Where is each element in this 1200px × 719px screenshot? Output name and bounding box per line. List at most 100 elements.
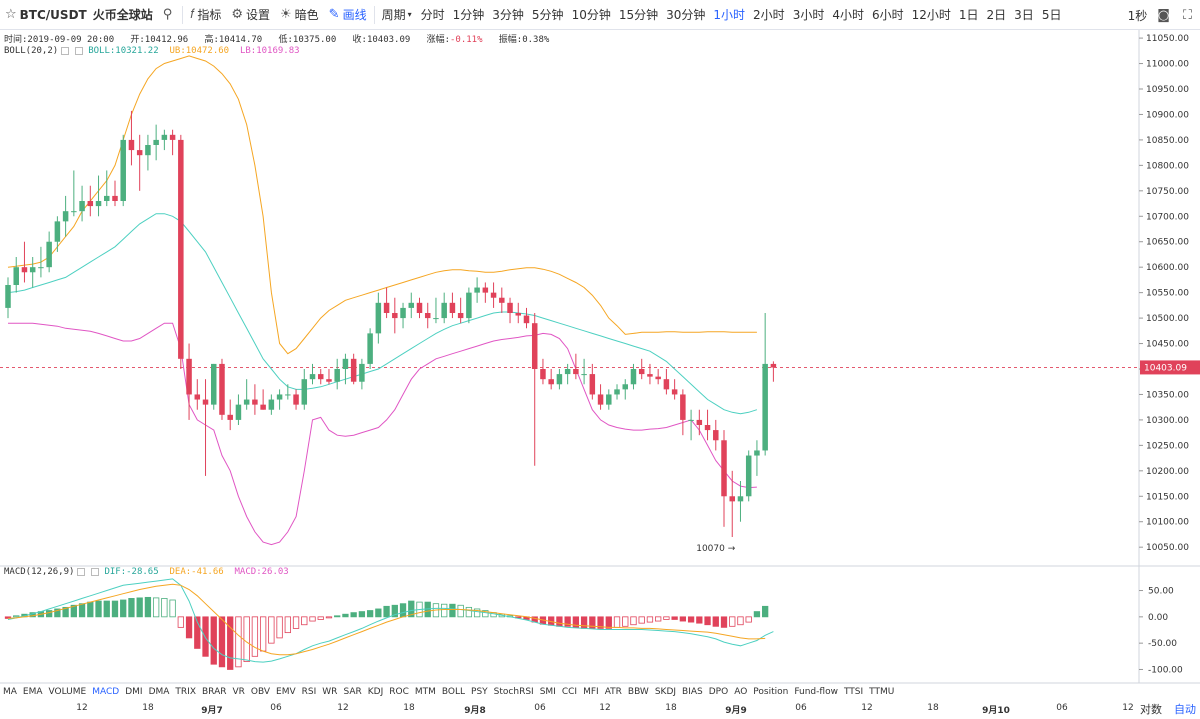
- macd-bar: [671, 616, 678, 620]
- indicator-tab-wr[interactable]: WR: [322, 687, 338, 697]
- indicator-tab-volume[interactable]: VOLUME: [48, 687, 87, 697]
- settings-button[interactable]: ⚙ 设置: [226, 0, 275, 30]
- boll-ub-value: UB:10472.60: [169, 46, 230, 56]
- indicator-tab-cci[interactable]: CCI: [561, 687, 578, 697]
- search-button[interactable]: ⚲: [158, 0, 181, 30]
- indicator-tab-brar[interactable]: BRAR: [202, 687, 227, 697]
- price-tick-label: 10850.00: [1146, 136, 1189, 146]
- indicator-tab-mfi[interactable]: MFI: [583, 687, 599, 697]
- candle-body: [309, 374, 316, 380]
- fullscreen-button[interactable]: ⛶: [1178, 0, 1200, 30]
- indicator-tab-emv[interactable]: EMV: [276, 687, 296, 697]
- indicator-tab-roc[interactable]: ROC: [389, 687, 409, 697]
- chart-canvas[interactable]: 10050.00 10100.00 10150.00 10200.00 10250.00…: [0, 30, 1200, 719]
- indicator-tab-skdj[interactable]: SKDJ: [654, 687, 677, 697]
- indicator-tab-ao[interactable]: AO: [734, 687, 748, 697]
- candle-body: [507, 302, 513, 313]
- eye-icon[interactable]: [77, 568, 86, 576]
- macd-dif-line: [7, 578, 774, 663]
- indicator-tab-stochrsi[interactable]: StochRSI: [493, 687, 534, 697]
- boll-mid-value: BOLL:10321.22: [88, 46, 159, 56]
- indicator-tab-trix[interactable]: TRIX: [175, 687, 196, 697]
- macd-bar: [408, 600, 415, 618]
- indicator-tab-dma[interactable]: DMA: [148, 687, 170, 697]
- macd-bar: [152, 597, 160, 618]
- period-8[interactable]: 2小时: [753, 8, 785, 22]
- symbol-selector[interactable]: ☆ BTC/USDT 火币全球站: [0, 0, 158, 30]
- indicator-tab-kdj[interactable]: KDJ: [367, 687, 384, 697]
- divider: [373, 5, 375, 24]
- candle-body: [95, 201, 102, 207]
- indicator-tab-boll[interactable]: BOLL: [441, 687, 466, 697]
- period-5[interactable]: 15分钟: [618, 8, 659, 22]
- period-14[interactable]: 2日: [986, 8, 1007, 22]
- period-3[interactable]: 5分钟: [531, 8, 564, 22]
- indicator-tab-position[interactable]: Position: [753, 687, 789, 697]
- amplitude-label: 振幅:0.38%: [498, 35, 550, 45]
- candle-body: [227, 414, 233, 420]
- period-16[interactable]: 5日: [1041, 8, 1062, 22]
- period-7[interactable]: 1小时: [713, 8, 746, 22]
- macd-bar: [185, 616, 193, 639]
- indicator-tab-atr[interactable]: ATR: [604, 687, 622, 697]
- draw-button[interactable]: ✎ 画线: [324, 0, 372, 30]
- macd-bar: [704, 616, 711, 626]
- period-dropdown[interactable]: 周期 ▾: [377, 0, 417, 30]
- period-6[interactable]: 30分钟: [666, 8, 706, 22]
- indicator-tab-vr[interactable]: VR: [232, 687, 245, 697]
- x-tick-label: 9月8: [464, 706, 486, 716]
- indicator-tab-macd[interactable]: MACD: [92, 687, 120, 697]
- indicators-button[interactable]: 𝑓 指标: [185, 0, 226, 30]
- candle-body: [589, 374, 596, 395]
- close-icon[interactable]: [91, 568, 100, 576]
- indicator-tab-sar[interactable]: SAR: [343, 687, 362, 697]
- indicator-tab-rsi[interactable]: RSI: [301, 687, 317, 697]
- candle-body: [178, 139, 184, 359]
- indicator-tab-mtm[interactable]: MTM: [414, 687, 436, 697]
- close-icon[interactable]: [75, 47, 84, 55]
- candle-body: [136, 150, 143, 156]
- boll-ub-line: [7, 55, 757, 355]
- macd-bar: [103, 600, 110, 618]
- macd-bar: [334, 615, 341, 618]
- candle-body: [260, 404, 266, 410]
- candle-body: [433, 318, 439, 320]
- period-9[interactable]: 3小时: [792, 8, 825, 22]
- period-13[interactable]: 1日: [958, 8, 979, 22]
- indicator-tab-smi[interactable]: SMI: [539, 687, 556, 697]
- period-1[interactable]: 1分钟: [452, 8, 485, 22]
- indicator-tab-ma[interactable]: MA: [3, 687, 17, 697]
- star-icon[interactable]: ☆: [5, 7, 17, 22]
- indicator-tab-ttmu[interactable]: TTMU: [869, 687, 895, 697]
- indicator-tab-dmi[interactable]: DMI: [125, 687, 143, 697]
- x-tick-label: 06: [270, 703, 282, 713]
- candle-body: [342, 358, 349, 369]
- high-label: 高:10414.70: [204, 35, 263, 45]
- eye-icon[interactable]: [61, 47, 70, 55]
- indicator-tab-dpo[interactable]: DPO: [708, 687, 729, 697]
- screenshot-button[interactable]: ◙: [1152, 0, 1178, 30]
- macd-bar: [292, 616, 300, 629]
- price-tick-label: 10550.00: [1146, 289, 1189, 299]
- auto-scale-button[interactable]: 自动: [1174, 703, 1196, 716]
- period-10[interactable]: 4小时: [832, 8, 864, 22]
- indicator-tab-obv[interactable]: OBV: [250, 687, 271, 697]
- macd-bar: [144, 596, 152, 618]
- macd-tick-label: -50.00: [1148, 639, 1177, 649]
- search-icon: ⚲: [162, 7, 173, 22]
- period-15[interactable]: 3日: [1014, 8, 1034, 22]
- indicator-tab-bbw[interactable]: BBW: [627, 687, 649, 697]
- candle-body: [219, 363, 225, 415]
- period-2[interactable]: 3分钟: [492, 8, 524, 22]
- period-0[interactable]: 分时: [420, 8, 445, 22]
- indicator-tab-ema[interactable]: EMA: [22, 687, 43, 697]
- log-scale-button[interactable]: 对数: [1140, 703, 1162, 716]
- indicator-tab-ttsi[interactable]: TTSI: [843, 687, 864, 697]
- indicator-tab-bias[interactable]: BIAS: [682, 687, 703, 697]
- period-4[interactable]: 10分钟: [571, 8, 611, 22]
- indicator-tab-psy[interactable]: PSY: [471, 687, 488, 697]
- indicator-tab-fund-flow[interactable]: Fund-flow: [794, 687, 838, 697]
- period-12[interactable]: 12小时: [911, 8, 951, 22]
- dark-mode-button[interactable]: ☀ 暗色: [275, 0, 324, 30]
- period-11[interactable]: 6小时: [871, 8, 904, 22]
